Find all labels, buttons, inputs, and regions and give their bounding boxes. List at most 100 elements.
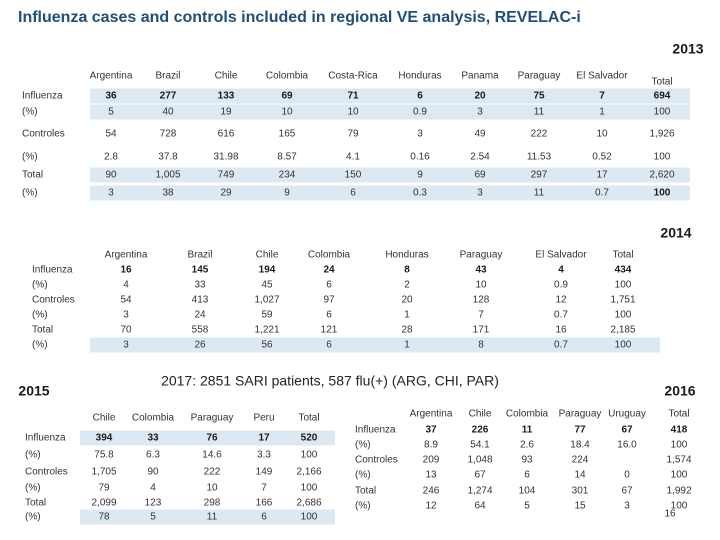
table-cell: 434 xyxy=(615,265,632,276)
table-cell: 133 xyxy=(218,91,235,102)
table-cell: 1,926 xyxy=(649,129,674,140)
row-label: (%) xyxy=(22,107,38,118)
table-cell: 11 xyxy=(207,512,218,523)
table-cell: 104 xyxy=(519,486,536,497)
row-label: Controles xyxy=(25,467,68,478)
column-header: Colombia xyxy=(308,250,351,261)
table-cell: 1 xyxy=(404,340,410,351)
column-header: Paraguay xyxy=(559,409,602,420)
table-cell: 1,574 xyxy=(666,455,691,466)
table-cell: 394 xyxy=(96,433,113,444)
column-header: Paraguay xyxy=(191,413,234,424)
column-header: Peru xyxy=(253,413,274,424)
table-cell: 298 xyxy=(204,498,221,509)
table-cell: 728 xyxy=(160,129,177,140)
table-cell: 36 xyxy=(105,91,117,102)
table-cell: 3 xyxy=(108,188,114,199)
table-cell: 67 xyxy=(621,486,633,497)
table-cell: 10 xyxy=(596,129,608,140)
table-cell: 694 xyxy=(654,91,671,102)
table-cell: 69 xyxy=(281,91,293,102)
table-cell: 0.7 xyxy=(554,310,568,321)
table-cell: 194 xyxy=(259,265,276,276)
row-label: Influenza xyxy=(32,265,73,276)
table-cell: 33 xyxy=(147,433,159,444)
table-cell: 69 xyxy=(474,170,486,181)
table-cell: 11 xyxy=(534,188,545,199)
table-cell: 100 xyxy=(671,470,688,481)
row-label: Influenza xyxy=(25,433,66,444)
table-year: 2015 xyxy=(18,383,49,399)
column-header: Argentina xyxy=(90,71,133,82)
table-cell: 45 xyxy=(261,280,273,291)
row-label: (%) xyxy=(32,280,48,291)
table-cell: 149 xyxy=(256,467,273,478)
row-shade xyxy=(90,88,690,104)
table-cell: 16.0 xyxy=(617,440,637,451)
column-header: Chile xyxy=(256,250,279,261)
table-cell: 37.8 xyxy=(158,152,178,163)
table-cell: 0.7 xyxy=(554,340,568,351)
table-cell: 1,751 xyxy=(610,295,635,306)
table-cell: 2,166 xyxy=(296,467,321,478)
table-cell: 40 xyxy=(162,107,174,118)
table-cell: 26 xyxy=(194,340,206,351)
table-cell: 16 xyxy=(120,265,132,276)
column-header: Colombia xyxy=(132,413,175,424)
table-cell: 100 xyxy=(654,188,671,199)
row-label: Influenza xyxy=(355,425,396,436)
table-cell: 6 xyxy=(350,188,356,199)
table-cell: 70 xyxy=(120,325,132,336)
table-cell: 13 xyxy=(425,470,437,481)
page-number: 16 xyxy=(664,509,676,520)
row-shade xyxy=(90,167,690,183)
table-cell: 10 xyxy=(347,107,359,118)
row-label: (%) xyxy=(32,340,48,351)
table-cell: 76 xyxy=(206,433,218,444)
table-cell: 9 xyxy=(417,170,423,181)
row-label: Controles xyxy=(22,129,65,140)
table-cell: 0.9 xyxy=(413,107,427,118)
table-cell: 209 xyxy=(423,455,440,466)
table-cell: 11.53 xyxy=(527,152,552,163)
table-cell: 1 xyxy=(599,107,605,118)
table-cell: 29 xyxy=(220,188,232,199)
table-cell: 11 xyxy=(534,107,545,118)
table-cell: 2,686 xyxy=(296,498,321,509)
table-cell: 90 xyxy=(147,467,159,478)
column-header: Paraguay xyxy=(460,250,503,261)
table-cell: 6 xyxy=(326,310,332,321)
table-cell: 11 xyxy=(522,425,533,436)
table-cell: 100 xyxy=(654,107,671,118)
table-year: 2014 xyxy=(660,225,691,241)
table-cell: 0.16 xyxy=(410,152,430,163)
table-cell: 75 xyxy=(533,91,545,102)
column-header: Panama xyxy=(461,71,499,82)
column-header: Total xyxy=(668,409,689,420)
table-cell: 2.6 xyxy=(520,440,534,451)
table-cell: 1 xyxy=(404,310,410,321)
table-cell: 3 xyxy=(624,501,630,512)
table-cell: 1,048 xyxy=(467,455,492,466)
table-cell: 6 xyxy=(326,340,332,351)
table-cell: 128 xyxy=(473,295,490,306)
table-cell: 2,620 xyxy=(649,170,674,181)
table-cell: 71 xyxy=(347,91,359,102)
table-cell: 6 xyxy=(261,512,267,523)
table-cell: 171 xyxy=(473,325,490,336)
table-cell: 4 xyxy=(150,483,156,494)
table-cell: 166 xyxy=(256,498,273,509)
table-cell: 2,185 xyxy=(610,325,635,336)
table-cell: 49 xyxy=(474,129,486,140)
table-cell: 145 xyxy=(192,265,209,276)
row-label: Total xyxy=(32,325,53,336)
row-label: Total xyxy=(22,170,43,181)
column-header: El Salvador xyxy=(576,71,628,82)
table-cell: 4 xyxy=(558,265,564,276)
table-cell: 93 xyxy=(521,455,533,466)
table-cell: 67 xyxy=(474,470,486,481)
table-cell: 123 xyxy=(145,498,162,509)
table-cell: 54 xyxy=(120,295,132,306)
table-cell: 226 xyxy=(472,425,489,436)
table-cell: 5 xyxy=(524,501,530,512)
